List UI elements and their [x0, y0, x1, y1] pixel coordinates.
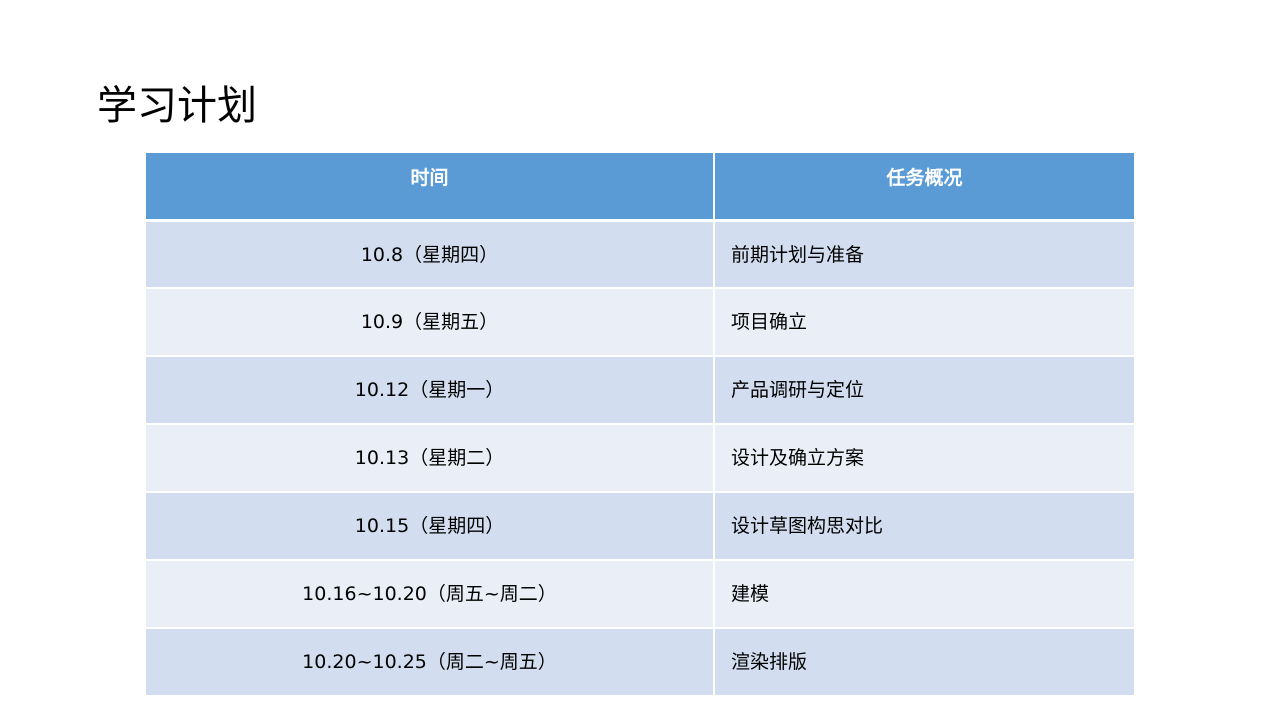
time-cell: 10.20~10.25（周二~周五） [146, 627, 715, 697]
time-cell: 10.12（星期一） [146, 355, 715, 425]
task-cell: 建模 [713, 559, 1134, 629]
table-row: 10.8（星期四） 前期计划与准备 [146, 219, 1134, 289]
time-cell: 10.8（星期四） [146, 219, 715, 289]
time-cell: 10.13（星期二） [146, 423, 715, 493]
task-cell: 设计及确立方案 [713, 423, 1134, 493]
time-cell: 10.16~10.20（周五~周二） [146, 559, 715, 629]
task-cell: 前期计划与准备 [713, 219, 1134, 289]
table-row: 10.9（星期五） 项目确立 [146, 287, 1134, 357]
table-row: 10.16~10.20（周五~周二） 建模 [146, 559, 1134, 629]
task-cell: 产品调研与定位 [713, 355, 1134, 425]
time-cell: 10.15（星期四） [146, 491, 715, 561]
schedule-table: 时间 任务概况 10.8（星期四） 前期计划与准备 10.9（星期五） 项目确立 10.… [146, 153, 1134, 697]
header-task: 任务概况 [713, 153, 1134, 222]
slide-title: 学习计划 [97, 83, 257, 129]
table-row: 10.15（星期四） 设计草图构思对比 [146, 491, 1134, 561]
table-header-row: 时间 任务概况 [146, 153, 1134, 222]
table-row: 10.12（星期一） 产品调研与定位 [146, 355, 1134, 425]
task-cell: 设计草图构思对比 [713, 491, 1134, 561]
task-cell: 项目确立 [713, 287, 1134, 357]
task-cell: 渲染排版 [713, 627, 1134, 697]
time-cell: 10.9（星期五） [146, 287, 715, 357]
table-row: 10.13（星期二） 设计及确立方案 [146, 423, 1134, 493]
table-row: 10.20~10.25（周二~周五） 渲染排版 [146, 627, 1134, 697]
header-time: 时间 [146, 153, 715, 222]
